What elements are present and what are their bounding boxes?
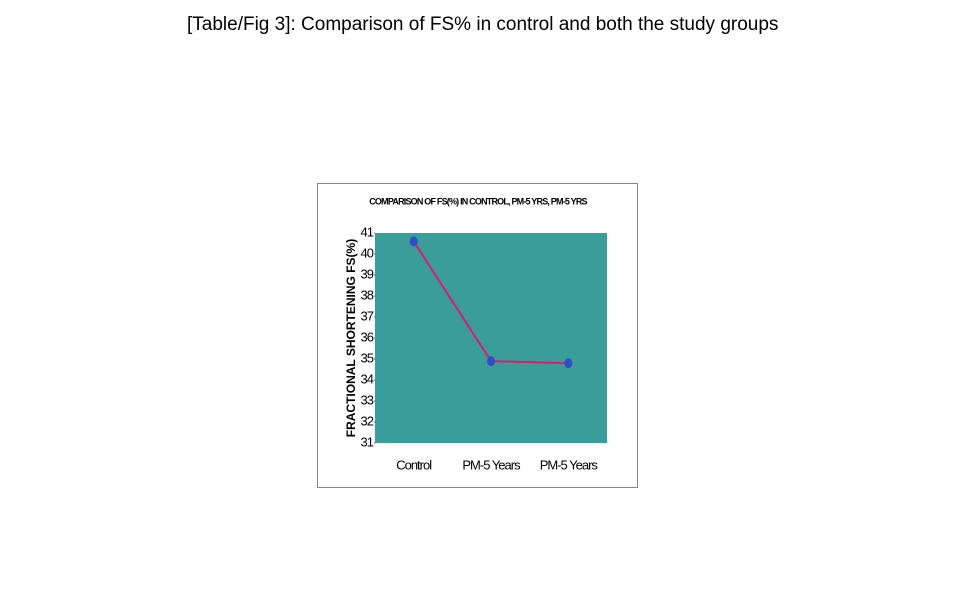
chart-title: COMPARISON OF FS(%) IN CONTROL, PM-5 YRS… (369, 196, 587, 206)
x-tick-label: PM-5 Years (540, 457, 599, 472)
y-tick-label: 34 (361, 371, 374, 386)
figure-caption: [Table/Fig 3]: Comparison of FS% in cont… (187, 14, 779, 35)
y-tick-label: 40 (361, 245, 374, 260)
y-tick-label: 38 (361, 287, 374, 302)
y-tick-label: 41 (361, 224, 374, 239)
y-tick-label: 32 (361, 413, 374, 428)
data-point (409, 236, 418, 247)
data-point (564, 358, 573, 369)
plot-area (375, 233, 607, 443)
data-point (487, 356, 495, 367)
y-tick-label: 33 (361, 392, 374, 407)
y-tick-label: 35 (361, 350, 374, 365)
x-tick-label: PM-5 Years (462, 457, 521, 472)
y-tick-label: 39 (361, 266, 374, 281)
y-tick-label: 31 (361, 434, 374, 449)
y-tick-label: 37 (361, 308, 374, 323)
y-tick-label: 36 (361, 329, 374, 344)
y-axis-label: FRACTIONAL SHORTENING FS(%) (344, 239, 358, 437)
x-tick-label: Control (396, 457, 432, 472)
